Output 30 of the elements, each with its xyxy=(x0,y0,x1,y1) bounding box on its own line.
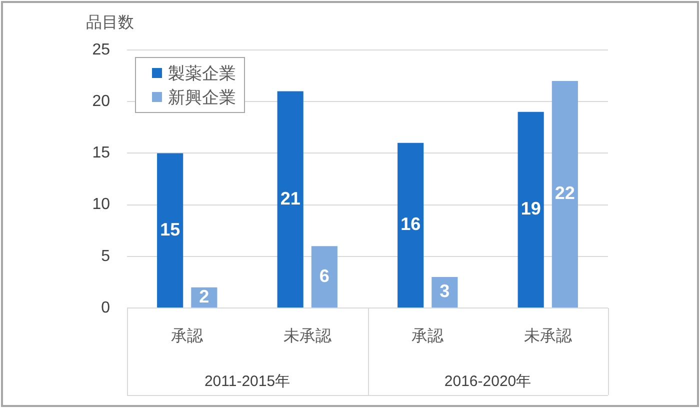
bar xyxy=(518,112,544,308)
data-label: 21 xyxy=(280,188,300,208)
x-tick-label: 未承認 xyxy=(283,327,332,346)
bar xyxy=(432,277,458,308)
bar xyxy=(311,246,338,308)
y-tick-label: 5 xyxy=(101,248,110,265)
data-label: 15 xyxy=(160,219,180,240)
x-tick-label: 未承認 xyxy=(524,327,572,346)
y-tick-label: 25 xyxy=(92,41,110,58)
y-axis-title: 品目数 xyxy=(86,14,134,32)
text: 2011-2015年 xyxy=(204,373,290,390)
bar xyxy=(277,91,304,308)
bar xyxy=(398,142,424,308)
y-tick-label: 10 xyxy=(92,196,110,214)
y-tick-label: 15 xyxy=(92,144,110,162)
x-tick-label: 承認 xyxy=(171,327,204,346)
data-label: 2 xyxy=(199,286,210,306)
data-label: 3 xyxy=(440,281,450,302)
legend-label: 新興企業 xyxy=(168,86,236,108)
x-tick-label: 承認 xyxy=(412,327,444,346)
y-tick-label: 20 xyxy=(92,93,110,110)
data-label: 19 xyxy=(520,198,541,219)
legend-label: 製薬企業 xyxy=(168,62,236,84)
text: 2016-2020年 xyxy=(444,373,532,390)
data-label: 22 xyxy=(554,183,575,204)
data-label: 6 xyxy=(319,266,330,286)
y-tick-label: 0 xyxy=(101,299,110,316)
bar xyxy=(552,80,578,308)
bar xyxy=(157,153,184,308)
data-label: 16 xyxy=(400,214,421,234)
